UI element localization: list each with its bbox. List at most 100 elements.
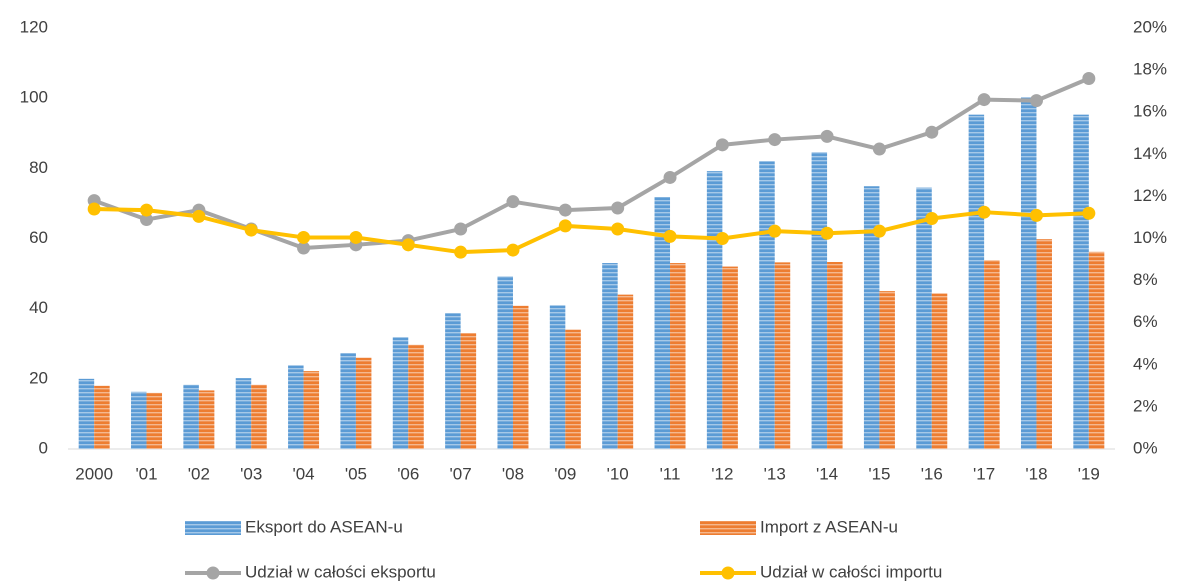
x-tick-label: '05 — [345, 464, 367, 483]
legend-label: Import z ASEAN-u — [760, 517, 898, 536]
bar — [198, 390, 215, 449]
point — [506, 243, 520, 257]
x-tick-label: '02 — [188, 464, 210, 483]
bar — [565, 329, 581, 449]
point — [872, 142, 886, 156]
legend-swatch — [185, 521, 241, 535]
point — [349, 230, 363, 244]
point — [192, 209, 206, 223]
point — [1082, 206, 1096, 220]
bar — [303, 371, 320, 449]
point — [454, 245, 468, 259]
point — [558, 203, 572, 217]
x-tick-label: 2000 — [75, 464, 113, 483]
legend-marker — [206, 566, 220, 580]
point — [977, 93, 991, 107]
bar — [1036, 239, 1052, 449]
y2-tick-label: 10% — [1133, 228, 1167, 247]
point — [768, 133, 782, 147]
bar — [460, 333, 477, 449]
bar — [968, 114, 985, 450]
x-tick-label: '15 — [868, 464, 890, 483]
y-tick-label: 60 — [29, 228, 48, 247]
point — [925, 125, 939, 139]
x-tick-label: '18 — [1025, 464, 1047, 483]
bar — [251, 384, 267, 449]
y2-tick-label: 16% — [1133, 102, 1167, 121]
point — [663, 229, 677, 243]
point — [1029, 208, 1043, 222]
bar — [811, 152, 828, 449]
line — [94, 207, 1089, 255]
x-tick-label: '19 — [1078, 464, 1100, 483]
y2-tick-label: 18% — [1133, 60, 1167, 79]
bar — [827, 262, 843, 449]
y2-tick-label: 4% — [1133, 354, 1158, 373]
bar — [78, 378, 95, 449]
bar — [931, 293, 948, 449]
bar — [445, 313, 461, 449]
bar — [602, 263, 618, 449]
bar — [879, 291, 895, 449]
bar — [759, 161, 775, 450]
point — [558, 219, 572, 233]
x-tick-label: '10 — [607, 464, 629, 483]
point — [297, 230, 311, 244]
bar — [617, 294, 634, 449]
bar — [183, 384, 199, 449]
bar — [774, 262, 791, 449]
point — [715, 138, 729, 152]
bar — [497, 276, 513, 449]
y2-tick-label: 20% — [1133, 17, 1167, 36]
point — [401, 238, 415, 252]
y-tick-label: 100 — [20, 88, 48, 107]
y2-tick-label: 8% — [1133, 270, 1158, 289]
bar — [392, 337, 409, 449]
point — [244, 223, 258, 237]
bar — [549, 305, 566, 449]
bar — [654, 197, 671, 449]
bar — [235, 378, 252, 449]
bar — [863, 186, 880, 449]
y-tick-label: 20 — [29, 368, 48, 387]
x-tick-label: '13 — [764, 464, 786, 483]
y-tick-label: 0 — [39, 438, 48, 457]
bar — [146, 392, 163, 449]
point — [454, 222, 468, 236]
y-tick-label: 40 — [29, 298, 48, 317]
x-tick-label: '08 — [502, 464, 524, 483]
bar — [512, 305, 529, 449]
point — [297, 241, 311, 255]
x-tick-label: '14 — [816, 464, 838, 483]
bar — [706, 171, 723, 449]
x-tick-label: '17 — [973, 464, 995, 483]
point — [1082, 72, 1096, 86]
bar — [288, 365, 304, 449]
point — [663, 170, 677, 184]
y-tick-label: 120 — [20, 17, 48, 36]
bar — [340, 353, 356, 449]
point — [820, 129, 834, 143]
point — [140, 213, 154, 227]
bar — [94, 385, 110, 449]
legend-label: Eksport do ASEAN-u — [245, 517, 403, 536]
x-tick-label: '04 — [292, 464, 314, 483]
point — [611, 222, 625, 236]
bar — [916, 187, 932, 450]
y-tick-label: 80 — [29, 158, 48, 177]
x-tick-label: '12 — [711, 464, 733, 483]
legend-marker — [721, 566, 735, 580]
y2-tick-label: 14% — [1133, 144, 1167, 163]
bar — [984, 260, 1000, 449]
point — [925, 212, 939, 226]
x-tick-label: '07 — [450, 464, 472, 483]
y2-tick-label: 2% — [1133, 396, 1158, 415]
point — [506, 195, 520, 209]
line — [93, 76, 1090, 250]
bar — [1073, 114, 1089, 450]
point — [87, 202, 101, 216]
y2-tick-label: 0% — [1133, 438, 1158, 457]
legend-label: Udział w całości eksportu — [245, 562, 436, 581]
x-tick-label: '16 — [921, 464, 943, 483]
